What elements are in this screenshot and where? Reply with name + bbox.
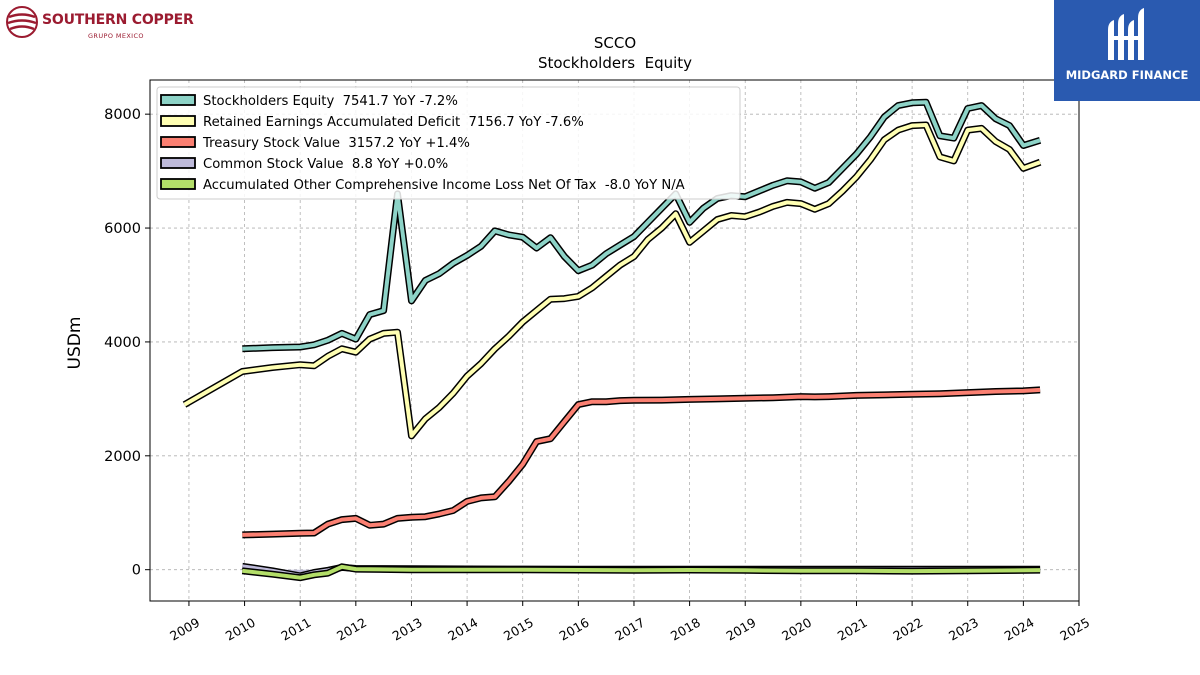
series-line-accumulated-other-comprehensive-income-loss-net-of-tax [242, 564, 1041, 580]
x-tick-label: 2012 [334, 615, 369, 644]
legend-label: Treasury Stock Value 3157.2 YoY +1.4% [202, 136, 470, 151]
legend-swatch [160, 115, 196, 127]
legend-label: Common Stock Value 8.8 YoY +0.0% [203, 157, 448, 172]
legend-label: Retained Earnings Accumulated Deficit 71… [203, 115, 584, 130]
midgard-mark-icon [1108, 8, 1144, 60]
x-tick-label: 2023 [946, 615, 981, 644]
x-tick-label: 2011 [278, 615, 313, 644]
legend-swatch [160, 178, 196, 190]
legend-label: Accumulated Other Comprehensive Income L… [203, 178, 685, 193]
legend-swatch [160, 136, 196, 148]
legend-label: Stockholders Equity 7541.7 YoY -7.2% [203, 94, 458, 109]
plot-frame [149, 79, 1080, 602]
x-tick-label: 2014 [445, 615, 480, 644]
y-axis-label: USDm [65, 317, 85, 370]
chart-subtitle: Stockholders Equity [538, 54, 692, 72]
y-tick-label: 0 [132, 563, 141, 579]
x-tick-label: 2010 [223, 615, 258, 644]
x-tick-label: 2009 [167, 615, 202, 644]
logo-brand-text: SOUTHERN COPPER [42, 12, 194, 28]
y-tick-label: 8000 [104, 107, 141, 123]
x-tick-label: 2024 [1002, 615, 1037, 644]
legend-swatch [160, 157, 196, 169]
x-tick-label: 2018 [668, 615, 703, 644]
x-tick-label: 2021 [835, 615, 870, 644]
x-tick-label: 2016 [557, 615, 592, 644]
series-line-stockholders-equity [242, 100, 1041, 351]
chart-title: SCCO [594, 34, 636, 52]
midgard-finance-logo: MIDGARD FINANCE [1054, 0, 1200, 101]
y-tick-label: 2000 [104, 449, 141, 465]
x-tick-label: 2025 [1057, 615, 1092, 644]
x-tick-label: 2022 [890, 615, 925, 644]
series-line-retained-earnings-accumulated-deficit [183, 123, 1041, 438]
x-tick-label: 2015 [501, 615, 536, 644]
x-tick-label: 2020 [779, 615, 814, 644]
y-tick-label: 6000 [104, 221, 141, 237]
legend-box [156, 86, 741, 200]
x-tick-label: 2013 [390, 615, 425, 644]
series-line-treasury-stock-value [242, 387, 1041, 537]
legend: Stockholders Equity 7541.7 YoY -7.2% Reta… [156, 86, 741, 200]
y-tick-label: 4000 [104, 335, 141, 351]
series-outline-treasury-stock-value [242, 386, 1041, 539]
southern-copper-logo: SOUTHERN COPPER GRUPO MEXICO [4, 4, 194, 44]
x-tick-label: 2017 [612, 615, 647, 644]
midgard-logo-text: MIDGARD FINANCE [1065, 68, 1189, 82]
legend-swatch [160, 94, 196, 106]
copper-globe-icon [6, 6, 38, 38]
logo-sub-text: GRUPO MEXICO [88, 32, 144, 40]
series-layer [182, 98, 1042, 582]
x-tick-label: 2019 [723, 615, 758, 644]
